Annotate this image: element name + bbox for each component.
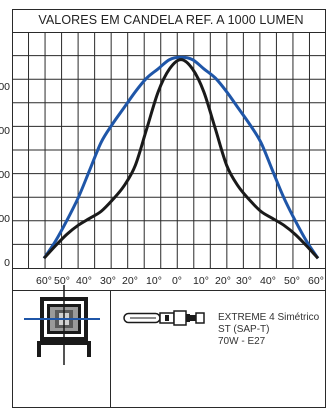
x-tick-label: 30°: [236, 275, 252, 287]
y-tick-label: 00: [0, 213, 10, 225]
x-tick-labels: 60° 50° 40° 30° 20° 10° 0° 10° 20° 30° 40° 50° 60°: [36, 275, 324, 287]
lamp-model: EXTREME 4 Simétrico: [218, 312, 320, 323]
x-tick-label: 20°: [215, 275, 231, 287]
curve-blue-line: [42, 55, 320, 260]
x-tick-label: 40°: [260, 275, 276, 287]
x-tick-label: 50°: [284, 275, 300, 287]
lamp-type: ST (SAP-T): [218, 324, 269, 335]
luminaire-icon: [24, 285, 100, 365]
x-tick-label: 20°: [122, 275, 138, 287]
x-tick-label: 30°: [100, 275, 116, 287]
x-tick-label: 60°: [308, 275, 324, 287]
y-tick-label: 00: [0, 125, 10, 137]
x-tick-label: 10°: [193, 275, 209, 287]
y-tick-label: 00: [0, 81, 10, 93]
lamp-power: 70W - E27: [218, 336, 266, 347]
x-tick-label: 0°: [172, 275, 182, 287]
lamp-icon: [123, 310, 205, 326]
y-tick-label: 00: [0, 169, 10, 181]
curve-black-line: [42, 58, 320, 260]
x-tick-label: 50°: [54, 275, 70, 287]
x-tick-label: 40°: [76, 275, 92, 287]
y-tick-label: 0: [4, 257, 10, 269]
x-tick-label: 60°: [36, 275, 52, 287]
x-tick-label: 10°: [146, 275, 162, 287]
chart-title: VALORES EM CANDELA REF. A 1000 LUMEN: [38, 13, 303, 27]
curves: [42, 55, 320, 260]
